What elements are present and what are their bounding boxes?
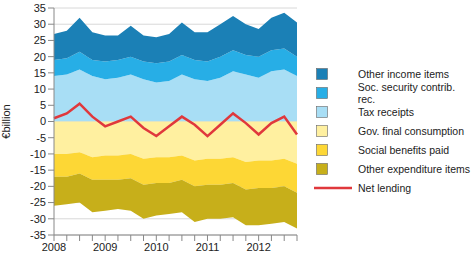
svg-text:2009: 2009 (93, 241, 117, 253)
svg-text:€billion: €billion (8, 104, 12, 138)
svg-text:15: 15 (34, 67, 46, 79)
html-text:Soc. security contrib. rec.: Soc. security contrib. rec. (357, 80, 456, 105)
svg-text:-15: -15 (30, 164, 46, 176)
svg-text:5: 5 (40, 99, 46, 111)
svg-text:-20: -20 (30, 180, 46, 192)
html-text:Net lending: Net lending (358, 181, 412, 194)
svg-text:35: 35 (34, 2, 46, 14)
svg-text:30: 30 (34, 18, 46, 30)
svg-text:25: 25 (34, 34, 46, 46)
svg-text:-30: -30 (30, 213, 46, 225)
html-text:Tax receipts: Tax receipts (358, 105, 414, 118)
svg-text:2010: 2010 (144, 241, 168, 253)
svg-text:-35: -35 (30, 229, 46, 241)
html-text:Gov. final consumption: Gov. final consumption (358, 124, 464, 137)
svg-text:-5: -5 (36, 132, 46, 144)
html-text:Other expenditure items: Other expenditure items (358, 162, 471, 175)
html-text:Social benefits paid: Social benefits paid (358, 143, 450, 156)
svg-text:20: 20 (34, 51, 46, 63)
svg-text:0: 0 (40, 115, 46, 127)
svg-text:-10: -10 (30, 148, 46, 160)
svg-text:2008: 2008 (42, 241, 66, 253)
html-text:Other income items: Other income items (358, 67, 449, 80)
svg-text:-25: -25 (30, 196, 46, 208)
svg-text:10: 10 (34, 83, 46, 95)
svg-text:2011: 2011 (196, 241, 220, 253)
svg-text:2012: 2012 (246, 241, 270, 253)
